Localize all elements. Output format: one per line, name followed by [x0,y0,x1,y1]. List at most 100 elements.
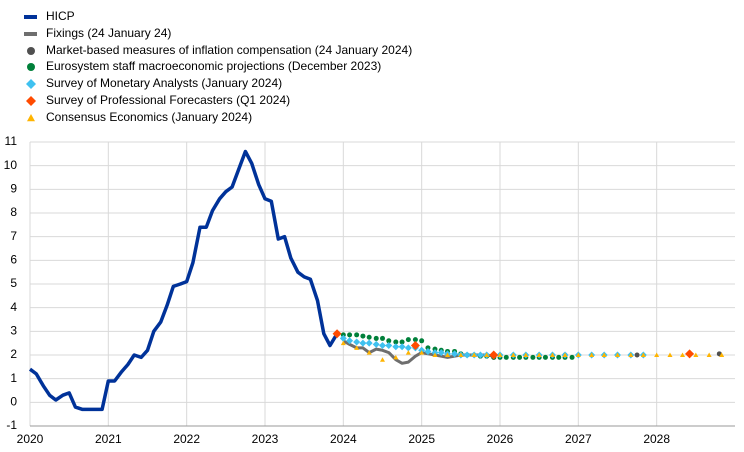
data-point [471,352,477,357]
y-tick-label: 6 [10,253,17,267]
data-point [530,354,536,360]
y-tick-label: -1 [6,418,17,432]
data-point [360,333,366,339]
data-point [654,352,660,357]
legend-swatch [26,96,36,106]
x-tick-label: 2024 [330,432,357,446]
data-point [569,354,575,360]
x-tick-label: 2025 [408,432,435,446]
data-point [615,352,620,357]
x-tick-label: 2028 [643,432,670,446]
data-point [510,352,516,357]
data-point [667,352,673,357]
data-point [346,337,354,345]
data-point [392,343,400,351]
data-point [419,350,425,355]
data-point [484,352,490,357]
x-tick-label: 2027 [565,432,592,446]
x-tick-label: 2026 [487,432,514,446]
data-point [393,339,399,345]
y-tick-label: 5 [10,276,17,290]
data-point [399,339,405,345]
legend-label: Consensus Economics (January 2024) [46,110,252,124]
data-point [379,342,386,350]
data-point [393,354,399,360]
x-tick-label: 2023 [252,432,279,446]
data-point [628,352,634,357]
data-point [380,357,385,362]
data-point [589,352,595,357]
data-point [556,354,562,360]
y-tick-label: 1 [10,371,17,385]
y-tick-label: 9 [10,182,17,196]
legend-swatch [27,63,35,71]
data-point [680,352,686,357]
data-point [380,335,385,341]
y-tick-label: 8 [10,205,17,219]
data-point [445,352,451,357]
data-point [366,334,372,340]
data-point [463,351,471,359]
data-point [601,352,607,357]
data-point [575,352,581,357]
legend-label: Survey of Monetary Analysts (January 202… [46,76,282,90]
data-point [385,342,393,350]
legend-label: Survey of Professional Forecasters (Q1 2… [46,93,290,107]
legend-label: HICP [46,9,75,23]
data-point [354,345,360,350]
y-tick-label: 7 [10,229,17,243]
data-point [366,350,372,355]
data-point [517,354,523,360]
data-point [706,352,712,357]
data-point [693,352,699,357]
legend-swatch [26,79,36,89]
series-line [28,149,339,412]
data-point [412,337,418,343]
data-point [536,352,542,357]
data-point [372,340,380,348]
data-point [405,337,411,343]
data-point [523,352,529,357]
data-point [359,339,367,347]
data-point [424,347,432,355]
data-point [451,350,459,358]
legend-swatch [27,47,35,55]
data-point [332,329,342,339]
data-point [353,338,361,346]
data-point [339,334,347,342]
data-point [432,352,438,357]
data-point [685,349,695,359]
data-point [419,338,425,344]
data-point [497,352,503,357]
data-point [404,344,412,352]
y-tick-label: 11 [5,134,18,148]
x-tick-label: 2022 [173,432,200,446]
data-point [373,335,379,341]
data-point [549,352,555,357]
data-point [542,354,548,360]
data-point [340,332,346,338]
data-point [432,346,438,352]
data-point [719,352,725,357]
data-point [640,352,646,357]
y-tick-label: 10 [4,158,18,172]
data-point [437,349,445,357]
x-tick-label: 2020 [17,432,44,446]
legend-label: Fixings (24 January 24) [46,26,171,40]
data-point [405,350,411,355]
data-point [386,338,392,344]
data-point [634,352,640,358]
data-point [458,352,464,357]
data-point [340,340,346,346]
legend-label: Eurosystem staff macroeconomic projectio… [46,59,381,73]
data-point [503,354,509,360]
data-point [410,341,420,351]
y-tick-label: 0 [10,395,17,409]
y-tick-label: 4 [10,300,17,314]
data-point [425,345,431,351]
data-point [398,343,406,351]
data-point [476,351,484,359]
data-point [489,350,499,360]
x-tick-label: 2021 [95,432,122,446]
